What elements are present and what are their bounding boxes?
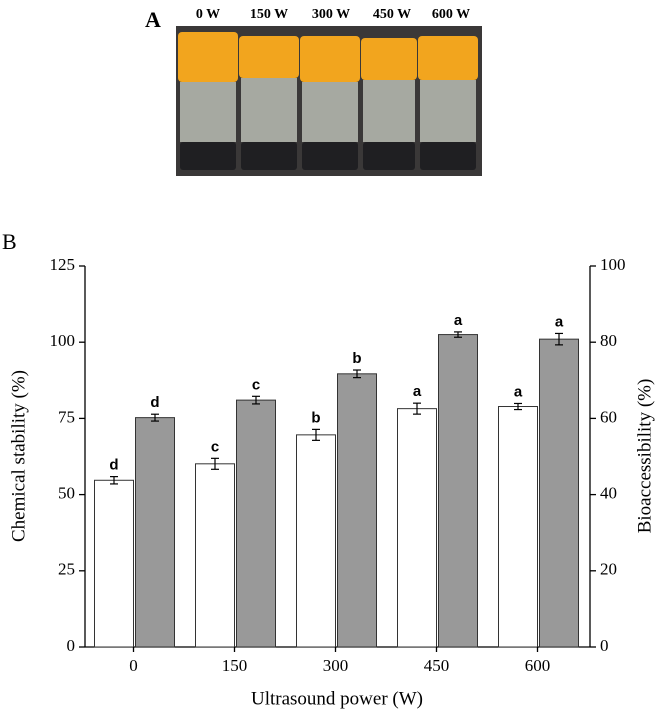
bar (296, 434, 336, 648)
y-tick-label: 100 (50, 331, 76, 350)
bar (438, 334, 478, 648)
photo-label: 450 W (373, 7, 411, 22)
y-tick-label: 75 (58, 407, 75, 426)
bar (337, 373, 377, 648)
significance-letter: b (352, 350, 361, 367)
significance-letter: a (413, 383, 422, 400)
panel-label: A (145, 7, 161, 32)
x-tick-label: 0 (129, 656, 138, 675)
significance-letter: d (150, 394, 159, 411)
significance-letter: d (109, 457, 118, 474)
significance-letter: a (555, 313, 564, 330)
y-tick-label: 25 (58, 560, 75, 579)
bar (195, 463, 235, 648)
bar (236, 399, 276, 648)
y2-tick-label: 100 (600, 255, 626, 274)
bar (135, 417, 175, 648)
y2-axis-title: Bioaccessibility (%) (634, 379, 655, 534)
x-axis-title: Ultrasound power (W) (251, 688, 423, 709)
x-tick-label: 450 (424, 656, 450, 675)
significance-letter: c (211, 438, 219, 455)
significance-letter: a (514, 383, 523, 400)
y2-tick-label: 0 (600, 636, 609, 655)
y-tick-label: 50 (58, 484, 75, 503)
y2-tick-label: 80 (600, 331, 617, 350)
significance-letter: a (454, 312, 463, 329)
photo-label: 300 W (312, 7, 350, 22)
bar (94, 479, 134, 648)
significance-letter: b (311, 409, 320, 426)
x-tick-label: 150 (222, 656, 248, 675)
photo (176, 26, 482, 176)
photo-label: 150 W (250, 7, 288, 22)
bar (397, 408, 437, 648)
photo-label: 0 W (196, 7, 220, 22)
x-tick-label: 600 (525, 656, 551, 675)
bar (539, 338, 579, 648)
y2-tick-label: 20 (600, 560, 617, 579)
panel-label: B (2, 229, 17, 254)
y2-tick-label: 40 (600, 484, 617, 503)
bar (498, 406, 538, 648)
y2-tick-label: 60 (600, 407, 617, 426)
y-tick-label: 125 (50, 255, 76, 274)
significance-letter: c (252, 376, 260, 393)
x-tick-label: 300 (323, 656, 349, 675)
photo-label: 600 W (432, 7, 470, 22)
y-axis-title: Chemical stability (%) (8, 370, 29, 542)
y-tick-label: 0 (67, 636, 76, 655)
